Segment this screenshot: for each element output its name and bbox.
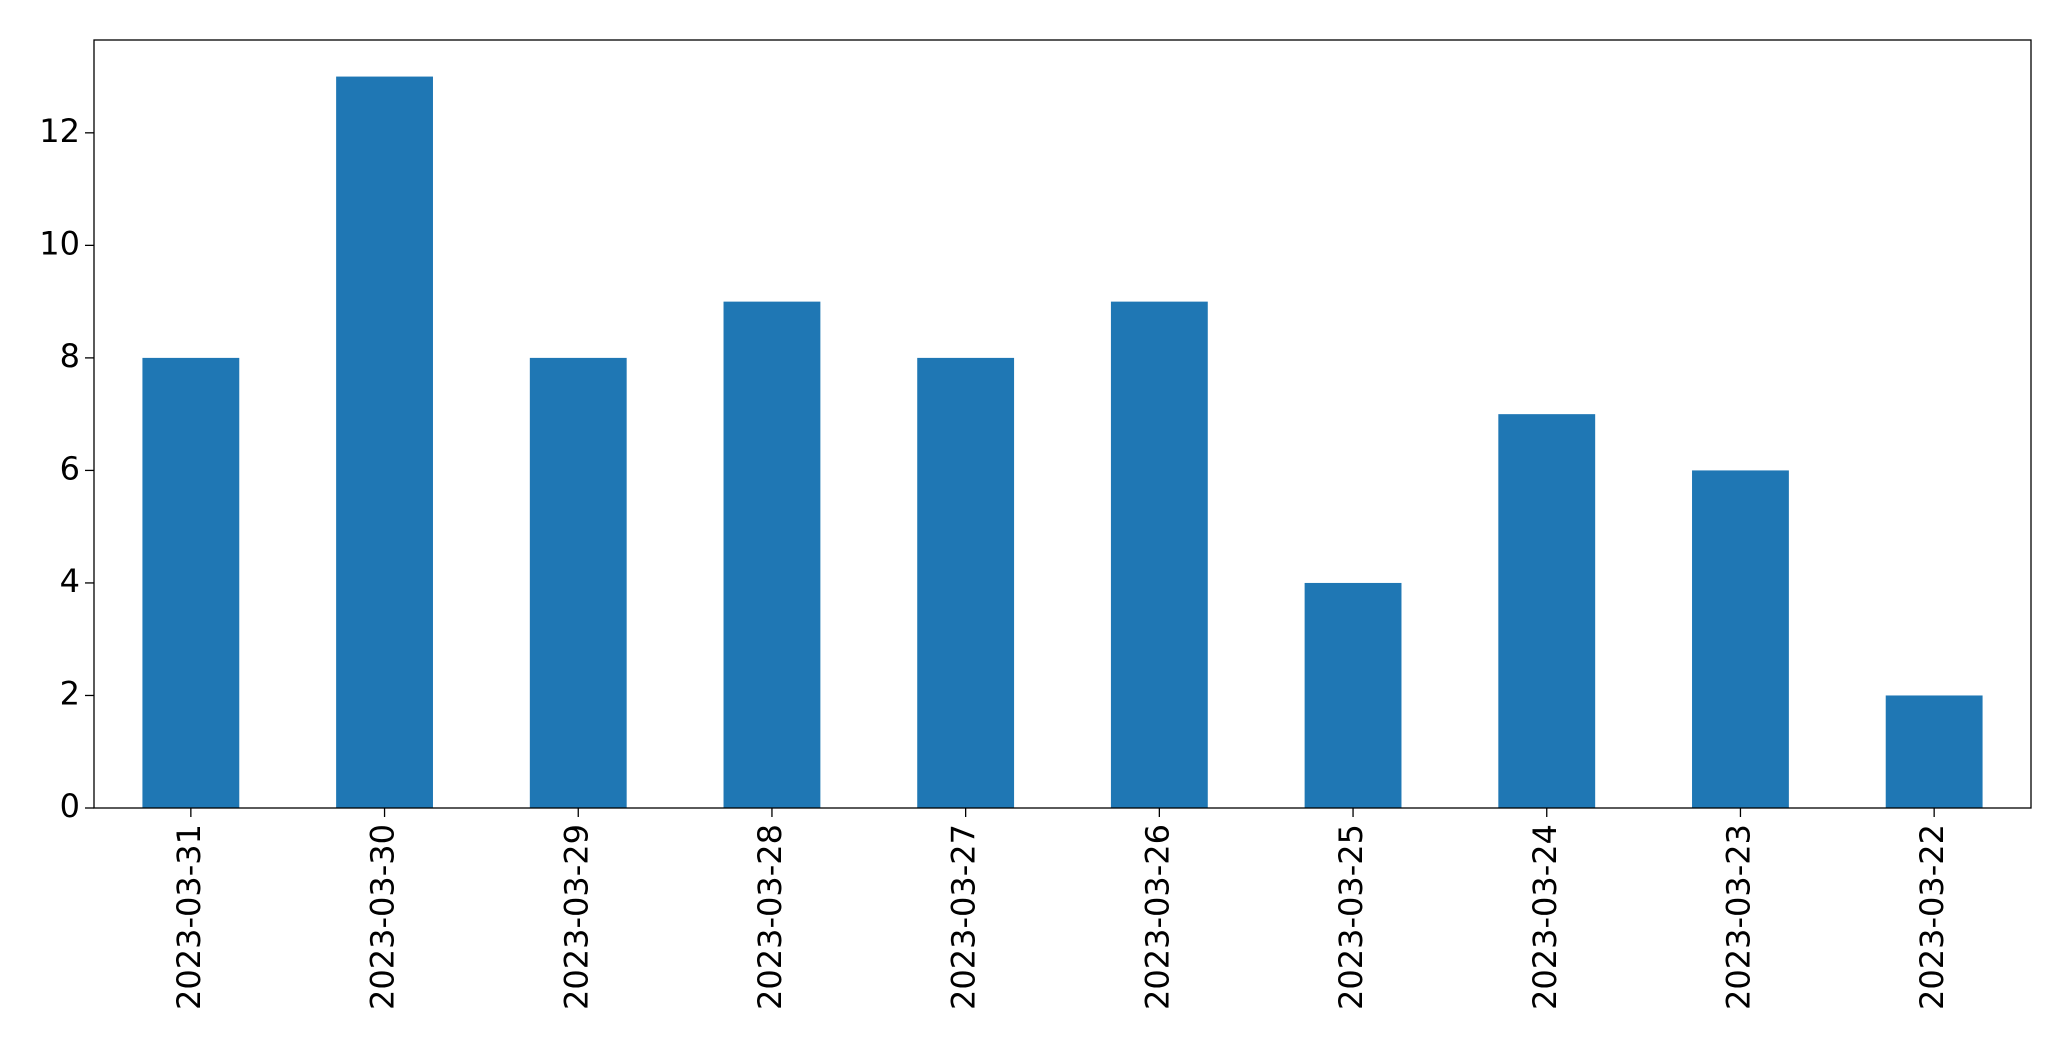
plot-frame xyxy=(93,39,2032,809)
x-tick-label: 2023-03-30 xyxy=(364,824,402,1010)
bar xyxy=(1110,301,1208,808)
x-tick-label: 2023-03-27 xyxy=(945,824,983,1010)
x-tick-label: 2023-03-28 xyxy=(751,824,789,1010)
x-tick-label: 2023-03-29 xyxy=(557,824,595,1010)
bar xyxy=(1692,470,1789,808)
y-tick-label: 10 xyxy=(39,224,80,262)
bar xyxy=(336,76,433,809)
x-tick-label: 2023-03-25 xyxy=(1332,824,1370,1010)
y-tick-label: 8 xyxy=(60,337,80,375)
bar xyxy=(142,357,240,808)
y-tick-label: 0 xyxy=(60,787,80,825)
bar xyxy=(723,301,821,808)
y-tick-label: 2 xyxy=(60,674,80,712)
bar xyxy=(917,357,1015,808)
bar xyxy=(1885,695,1983,808)
x-tick-label: 2023-03-22 xyxy=(1913,824,1951,1010)
y-tick-label: 4 xyxy=(60,562,80,600)
y-tick-label: 6 xyxy=(60,449,80,487)
x-tick-label: 2023-03-23 xyxy=(1719,824,1757,1010)
x-tick-label: 2023-03-24 xyxy=(1526,824,1564,1010)
bar xyxy=(1498,414,1596,808)
y-tick-label: 12 xyxy=(39,112,80,150)
bar xyxy=(1304,582,1402,808)
x-tick-label: 2023-03-31 xyxy=(170,824,208,1010)
x-tick-label: 2023-03-26 xyxy=(1138,824,1176,1010)
bar xyxy=(529,357,627,808)
